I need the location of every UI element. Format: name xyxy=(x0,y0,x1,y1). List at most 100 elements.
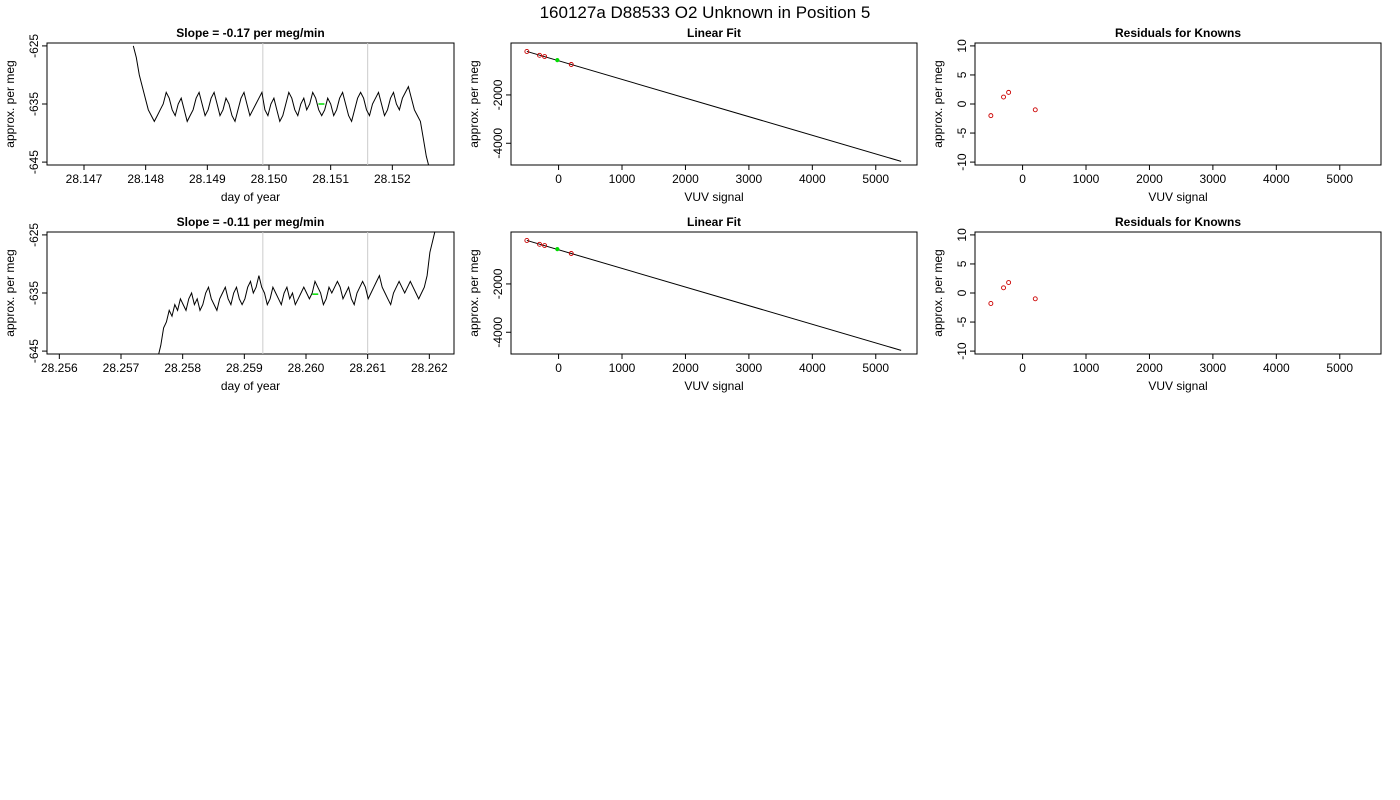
x-tick-label: 3000 xyxy=(736,361,763,375)
x-tick-label: 3000 xyxy=(1200,361,1227,375)
series-line xyxy=(158,232,436,354)
y-axis-label: approx. per meg xyxy=(3,60,17,147)
chart-panel-fit1: Linear Fit 0 1000 2000 3000 4000 5000 -2000 -400… xyxy=(467,26,918,204)
x-tick-label: 2000 xyxy=(1136,361,1163,375)
y-tick-label: 10 xyxy=(955,39,969,53)
y-axis-label: approx. per meg xyxy=(467,60,481,147)
y-tick-label: -645 xyxy=(27,150,41,174)
chart-panel-res1: Residuals for Knowns 0 1000 2000 3000 4000 500… xyxy=(931,26,1382,204)
x-tick-label: 28.148 xyxy=(127,172,164,186)
y-tick-label: -4000 xyxy=(491,128,505,159)
panel-title: Slope = -0.11 per meg/min xyxy=(177,215,325,229)
data-point xyxy=(568,251,574,256)
data-point xyxy=(1032,296,1038,302)
y-tick-label: -635 xyxy=(27,281,41,305)
y-tick-label: -5 xyxy=(955,127,969,138)
x-tick-label: 28.261 xyxy=(349,361,386,375)
x-tick-label: 5000 xyxy=(1326,172,1353,186)
x-tick-label: 28.256 xyxy=(41,361,78,375)
y-tick-label: -625 xyxy=(27,223,41,247)
y-tick-label: 5 xyxy=(955,260,969,267)
data-point xyxy=(542,243,548,248)
x-tick-label: 4000 xyxy=(1263,361,1290,375)
y-tick-label: -625 xyxy=(27,34,41,58)
x-tick-label: 3000 xyxy=(736,172,763,186)
x-tick-label: 5000 xyxy=(862,361,889,375)
plot-frame xyxy=(46,42,455,166)
plot-frame xyxy=(510,42,918,166)
data-point xyxy=(542,54,548,59)
data-point xyxy=(537,241,542,247)
chart-panel-ts1: Slope = -0.17 per meg/min 28.147 28.148 28.… xyxy=(3,26,455,204)
plot-area xyxy=(524,49,902,162)
plot-area xyxy=(524,238,902,351)
y-tick-label: -635 xyxy=(27,92,41,116)
y-tick-label: -2000 xyxy=(491,268,505,299)
chart-panel-res2: Residuals for Knowns 0 1000 2000 3000 4000 500… xyxy=(931,215,1382,393)
x-tick-label: 1000 xyxy=(609,361,636,375)
data-point xyxy=(524,49,530,54)
y-axis-label: approx. per meg xyxy=(931,60,945,147)
panel-title: Slope = -0.17 per meg/min xyxy=(176,26,324,40)
figure-title: 160127a D88533 O2 Unknown in Position 5 xyxy=(540,3,871,22)
x-axis-label: VUV signal xyxy=(1148,190,1207,204)
panels: Slope = -0.17 per meg/min 28.147 28.148 28.… xyxy=(3,26,1382,393)
x-axis-label: VUV signal xyxy=(1148,379,1207,393)
plot-area xyxy=(132,43,430,165)
y-tick-label: -10 xyxy=(955,153,969,171)
data-point xyxy=(1006,89,1012,95)
x-axis-label: VUV signal xyxy=(684,379,743,393)
unknown-point xyxy=(555,58,560,63)
x-tick-label: 0 xyxy=(1019,172,1026,186)
y-tick-label: 0 xyxy=(955,289,969,296)
plot-frame xyxy=(974,231,1382,355)
data-point xyxy=(1001,285,1006,291)
series-line xyxy=(132,45,430,165)
y-tick-label: 5 xyxy=(955,71,969,78)
plot-frame xyxy=(510,231,918,355)
x-tick-label: 28.151 xyxy=(312,172,349,186)
x-tick-label: 4000 xyxy=(799,172,826,186)
x-axis-label: VUV signal xyxy=(684,190,743,204)
fit-line xyxy=(526,50,902,162)
data-point xyxy=(1001,94,1006,100)
x-tick-label: 1000 xyxy=(1073,172,1100,186)
x-axis-label: day of year xyxy=(221,379,280,393)
x-tick-label: 0 xyxy=(555,172,562,186)
x-tick-label: 28.149 xyxy=(189,172,226,186)
x-tick-label: 1000 xyxy=(609,172,636,186)
x-tick-label: 5000 xyxy=(862,172,889,186)
y-tick-label: 0 xyxy=(955,100,969,107)
x-tick-label: 28.260 xyxy=(288,361,325,375)
x-tick-label: 2000 xyxy=(1136,172,1163,186)
x-tick-label: 1000 xyxy=(1073,361,1100,375)
data-point xyxy=(1006,280,1012,285)
y-tick-label: -2000 xyxy=(491,79,505,110)
x-tick-label: 28.258 xyxy=(164,361,201,375)
y-tick-label: -645 xyxy=(27,339,41,363)
x-tick-label: 2000 xyxy=(672,172,699,186)
data-point xyxy=(988,113,994,119)
x-tick-label: 28.262 xyxy=(411,361,448,375)
y-tick-label: 10 xyxy=(955,228,969,242)
chart-panel-ts2: Slope = -0.11 per meg/min 28.256 28.257 28.… xyxy=(3,215,455,393)
x-axis-label: day of year xyxy=(221,190,280,204)
y-axis-label: approx. per meg xyxy=(467,249,481,336)
plot-area xyxy=(158,232,436,354)
unknown-point xyxy=(555,247,560,252)
y-tick-label: -4000 xyxy=(491,317,505,348)
data-point xyxy=(1032,107,1038,113)
y-tick-label: -5 xyxy=(955,316,969,327)
y-tick-label: -10 xyxy=(955,342,969,360)
plot-frame xyxy=(974,42,1382,166)
x-tick-label: 0 xyxy=(1019,361,1026,375)
x-tick-label: 4000 xyxy=(799,361,826,375)
plot-area xyxy=(988,89,1038,119)
plot-area xyxy=(988,280,1038,306)
data-point xyxy=(988,301,994,306)
x-tick-label: 28.152 xyxy=(374,172,411,186)
x-tick-label: 5000 xyxy=(1326,361,1353,375)
chart-panel-fit2: Linear Fit 0 1000 2000 3000 4000 5000 -2000 -400… xyxy=(467,215,918,393)
y-axis-label: approx. per meg xyxy=(931,249,945,336)
